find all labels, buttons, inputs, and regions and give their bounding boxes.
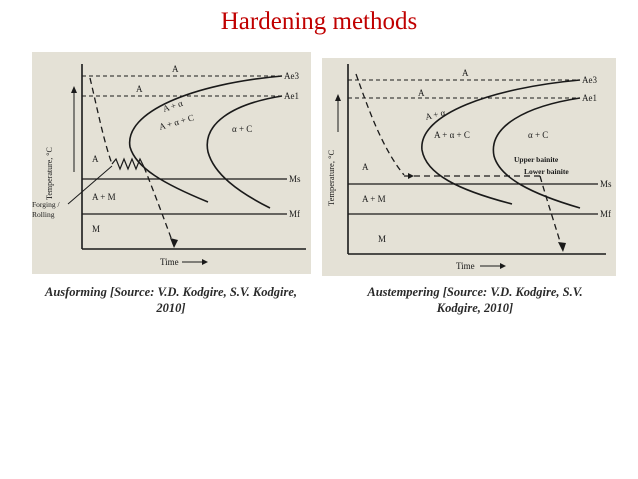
region-alpha-c: α + C — [528, 130, 548, 140]
region-m: M — [378, 234, 386, 244]
ms-label: Ms — [600, 179, 612, 189]
temperature-arrowhead — [71, 86, 77, 93]
time-arrowhead — [202, 259, 208, 265]
region-a-mid: A — [418, 88, 425, 98]
temperature-arrowhead — [335, 94, 341, 101]
y-axis-label: Temperature, °C — [45, 147, 54, 200]
austempering-ttt-svg: Temperature, °C Time Ae3 Ae1 Ms Mf A A A… — [326, 64, 612, 271]
x-axis-label: Time — [456, 261, 475, 271]
quench-arrow — [170, 238, 178, 248]
ms-label: Ms — [289, 174, 301, 184]
y-axis-label: Temperature, °C — [326, 150, 336, 206]
region-a-m: A + M — [362, 194, 386, 204]
deformation-zigzag — [111, 157, 145, 171]
ausforming-diagram: Temperature, °C Time Ae3 Ae1 Ms Mf A A A… — [32, 52, 311, 274]
x-axis-label: Time — [160, 257, 179, 267]
ausforming-ttt-svg: Temperature, °C Time Ae3 Ae1 Ms Mf A A A… — [32, 64, 306, 267]
time-arrowhead — [500, 263, 506, 269]
region-a-top: A — [462, 68, 469, 78]
region-a-alpha: A + α — [424, 107, 446, 122]
finish-curve — [492, 97, 581, 209]
region-a-alpha-c: A + α + C — [434, 130, 470, 140]
upper-bainite-label: Upper bainite — [514, 155, 559, 164]
region-a-m: A + M — [92, 192, 116, 202]
page-title: Hardening methods — [220, 8, 418, 35]
finish-curve — [206, 95, 283, 209]
cooling-path — [89, 77, 113, 165]
austempering-diagram: Temperature, °C Time Ae3 Ae1 Ms Mf A A A… — [322, 58, 616, 276]
region-a-mid: A — [136, 84, 143, 94]
start-curve — [128, 75, 283, 203]
ae3-label: Ae3 — [284, 71, 299, 81]
austempering-caption: Austempering [Source: V.D. Kodgire, S.V.… — [367, 285, 583, 315]
ae1-label: Ae1 — [284, 91, 299, 101]
region-a-alpha-c: A + α + C — [158, 112, 195, 132]
region-a-top: A — [172, 64, 179, 74]
mf-label: Mf — [600, 209, 611, 219]
region-a-alpha: A + α — [162, 98, 185, 114]
ausforming-caption: Ausforming [Source: V.D. Kodgire, S.V. K… — [44, 285, 298, 315]
final-cooling-path — [539, 175, 563, 249]
start-curve — [421, 79, 581, 205]
region-a-low: A — [362, 162, 369, 172]
cooling-path — [355, 73, 405, 176]
mf-label: Mf — [289, 209, 300, 219]
ae1-label: Ae1 — [582, 93, 597, 103]
region-a-low: A — [92, 154, 99, 164]
quench-path — [143, 166, 175, 247]
lower-bainite-label: Lower bainite — [524, 167, 569, 176]
region-m: M — [92, 224, 100, 234]
ae3-label: Ae3 — [582, 75, 597, 85]
forging-label: Forging / Rolling — [32, 200, 60, 219]
forging-pointer — [67, 165, 113, 205]
region-alpha-c: α + C — [232, 124, 252, 134]
final-cooling-arrow — [558, 242, 566, 252]
hold-arrow — [408, 173, 414, 179]
